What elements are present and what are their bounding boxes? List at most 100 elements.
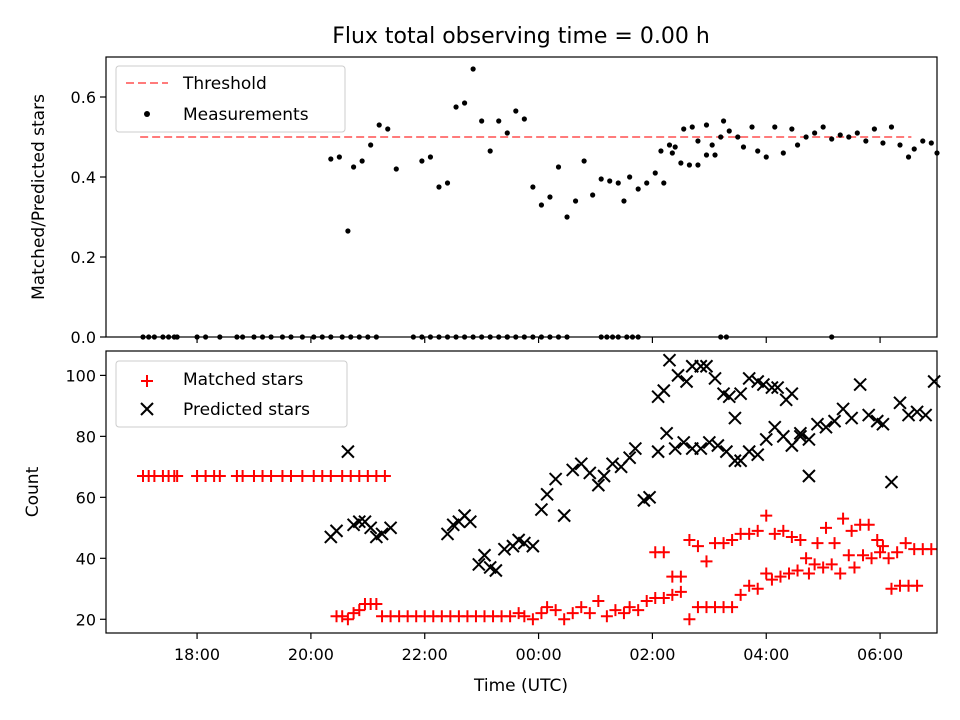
measurement-point: [846, 134, 852, 140]
predicted-star-point: [622, 450, 637, 465]
predicted-star-point: [352, 515, 366, 529]
predicted-star-point: [548, 472, 563, 486]
predicted-star-point: [770, 380, 785, 395]
predicted-star-point: [756, 377, 771, 392]
measurement-point: [487, 148, 493, 154]
measurement-point: [780, 150, 786, 156]
measurement-point: [376, 122, 382, 128]
measurement-point: [350, 164, 357, 170]
matched-star-point: [808, 558, 821, 571]
matched-star-point: [296, 469, 309, 482]
measurement-point: [837, 132, 843, 138]
top-panel-marks: [140, 66, 940, 340]
top-panel: 0.0 0.2 0.4 0.6 Matched/Predicted stars Thr…: [29, 56, 940, 347]
predicted-star-point: [534, 502, 549, 517]
measurement-point: [470, 66, 476, 72]
matched-star-point: [848, 561, 861, 574]
measurement-point: [829, 136, 835, 142]
predicted-star-point: [702, 435, 717, 450]
matched-star-point: [899, 537, 912, 550]
measurement-point: [644, 180, 650, 186]
predicted-star-point: [699, 359, 714, 373]
matched-star-point: [777, 524, 790, 537]
matched-star-point: [774, 570, 787, 583]
measurement-point: [803, 134, 809, 140]
matched-star-point: [623, 601, 636, 614]
predicted-legend-label: Predicted stars: [183, 400, 310, 420]
y-tick-label: 20: [76, 610, 96, 629]
matched-star-point: [891, 546, 904, 559]
matched-star-point: [583, 607, 596, 620]
predicted-star-point: [341, 444, 355, 459]
predicted-star-point: [742, 371, 756, 386]
measurement-point: [496, 118, 502, 124]
matched-star-point: [674, 585, 687, 598]
measurement-point: [897, 142, 903, 148]
matched-star-point: [666, 588, 679, 601]
measurement-point: [504, 130, 510, 136]
matched-star-point: [518, 610, 531, 623]
y-tick-label: 0.4: [71, 168, 96, 187]
matched-star-point: [857, 549, 870, 562]
matched-star-point: [791, 564, 804, 577]
measurement-point: [669, 150, 675, 156]
measurement-point: [911, 146, 917, 152]
predicted-star-point: [363, 521, 378, 535]
bottom-panel-y-ticks: 20 40 60 80 100: [65, 366, 106, 629]
matched-star-point: [526, 613, 539, 626]
predicted-star-point: [489, 563, 503, 578]
predicted-star-point: [557, 508, 571, 523]
chart-title: Flux total observing time = 0.00 h: [332, 24, 710, 49]
measurement-point: [479, 118, 485, 124]
measurement-point: [453, 104, 459, 110]
measurement-point: [678, 160, 684, 166]
measurement-point: [615, 180, 621, 186]
matched-star-point: [575, 601, 588, 614]
matched-star-point: [768, 527, 781, 540]
measurement-point: [572, 198, 579, 204]
predicted-star-point: [802, 469, 816, 483]
bottom-legend-box: [115, 360, 348, 428]
measurement-point: [621, 198, 627, 204]
predicted-star-point: [819, 420, 833, 434]
matched-star-point: [828, 537, 841, 550]
top-panel-frame: [105, 56, 938, 338]
measurement-point: [538, 202, 545, 208]
matched-star-point: [825, 558, 838, 571]
matched-star-point: [700, 555, 713, 568]
measurement-point: [666, 142, 673, 148]
measurement-point: [871, 126, 877, 132]
predicted-star-point: [440, 527, 455, 541]
matched-star-point: [353, 604, 366, 617]
predicted-star-point: [793, 429, 808, 444]
predicted-star-point: [329, 524, 344, 538]
matched-star-point: [811, 537, 824, 550]
predicted-star-point: [884, 475, 899, 489]
top-panel-x-ticks: [196, 337, 881, 343]
predicted-star-point: [759, 432, 773, 447]
predicted-star-point: [477, 548, 492, 562]
matched-star-point: [265, 469, 278, 482]
measurement-point: [607, 178, 613, 184]
measurement-point: [749, 124, 755, 130]
predicted-star-point: [722, 390, 736, 404]
measurement-point: [652, 170, 658, 176]
predicted-star-point: [526, 539, 540, 553]
predicted-star-point: [711, 438, 725, 453]
measurement-point: [755, 148, 761, 154]
measurement-point: [427, 154, 434, 160]
top-panel-y-ticks: 0.0 0.2 0.4 0.6: [71, 88, 106, 347]
matched-star-point: [882, 552, 895, 565]
measurement-point: [635, 186, 641, 192]
predicted-star-point: [765, 380, 779, 395]
predicted-star-point: [810, 417, 825, 431]
predicted-star-point: [662, 353, 677, 367]
predicted-star-point: [708, 371, 722, 386]
matched-star-point: [871, 534, 884, 547]
top-panel-y-axis-label: Matched/Predicted stars: [29, 94, 49, 300]
predicted-star-point: [793, 426, 808, 441]
predicted-star-point: [566, 463, 580, 477]
predicted-legend-swatch: [140, 402, 154, 416]
y-tick-label: 60: [76, 488, 96, 507]
predicted-star-point: [853, 377, 867, 392]
